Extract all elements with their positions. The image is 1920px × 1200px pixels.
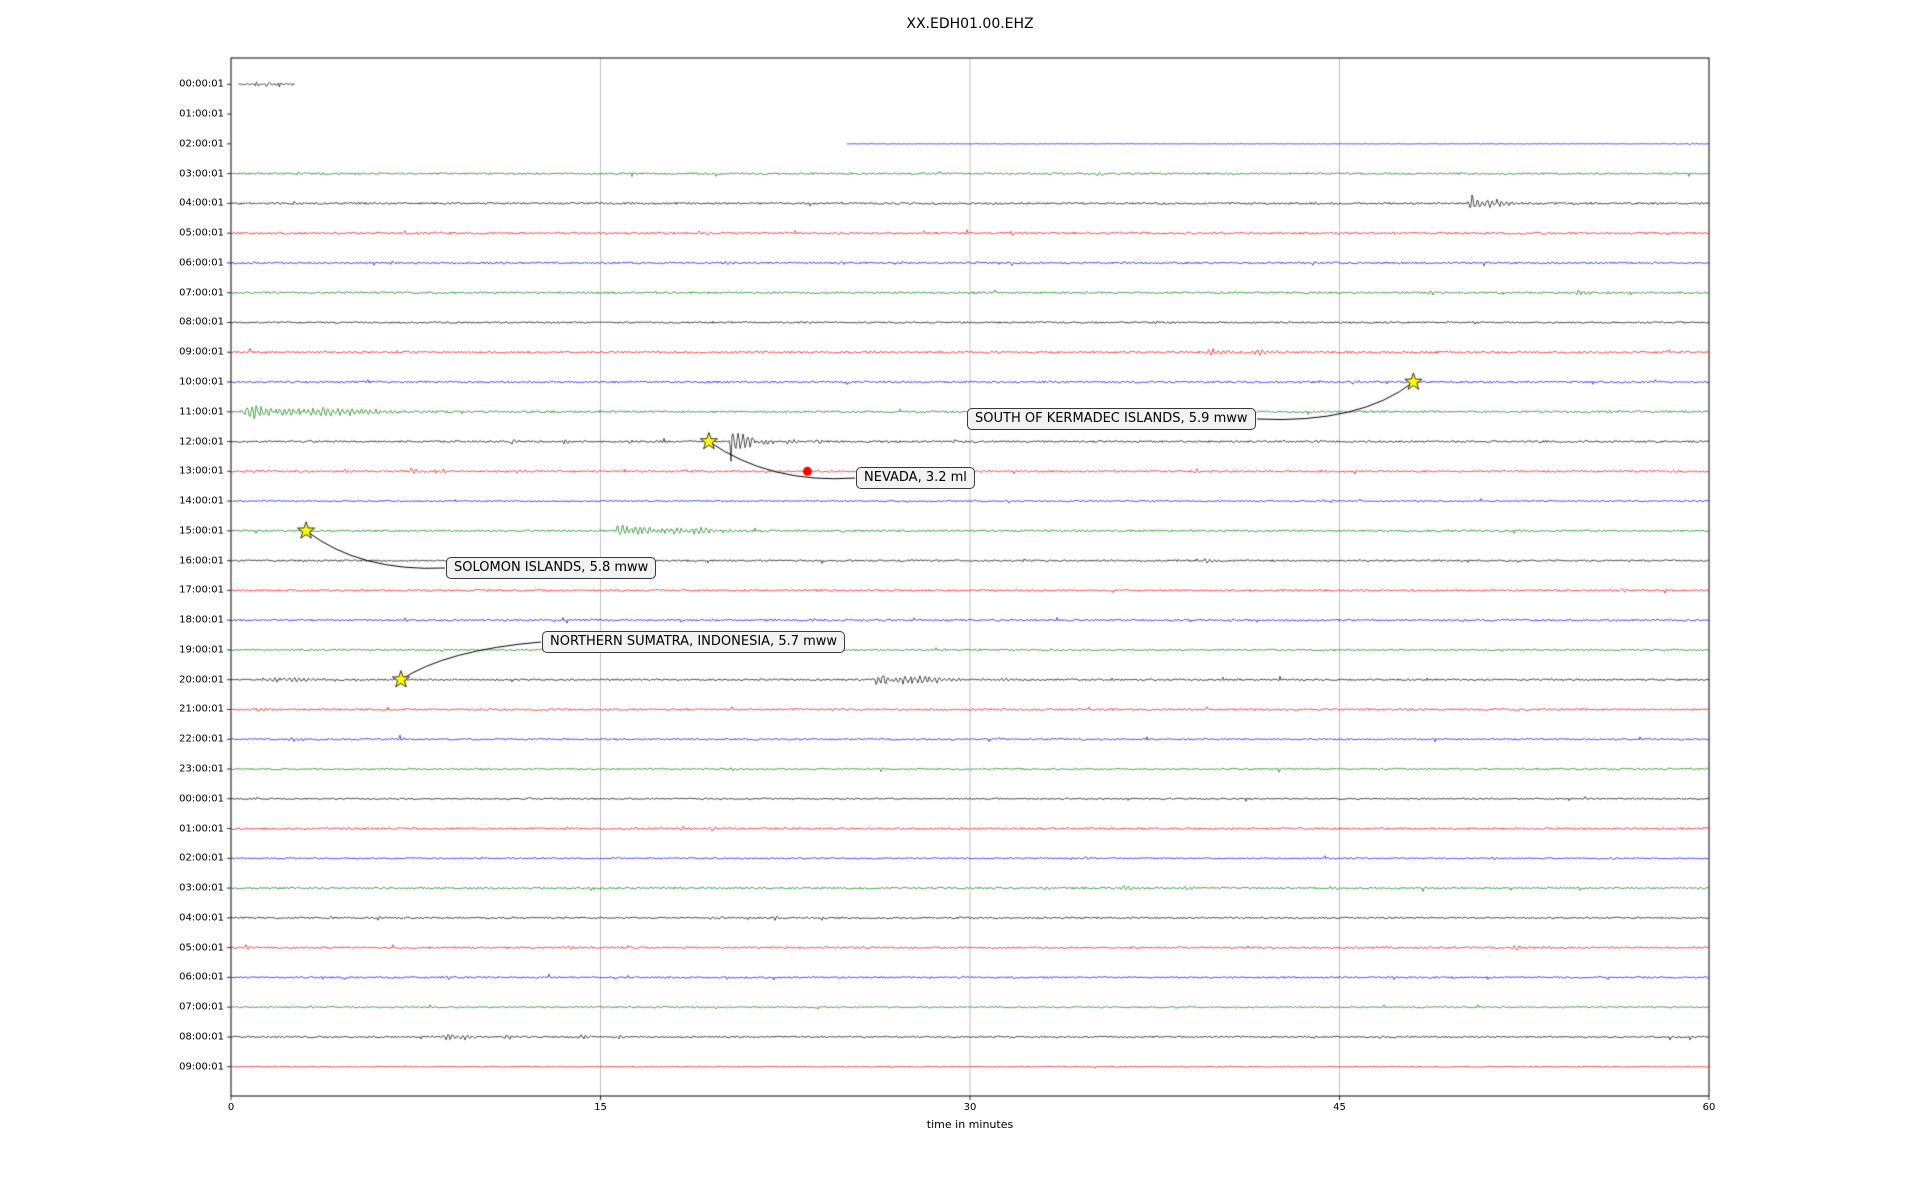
y-axis-label-row-26: 02:00:01 [179, 852, 224, 864]
y-axis-label-row-20: 20:00:01 [179, 674, 224, 686]
y-axis-label-row-4: 04:00:01 [179, 197, 224, 209]
x-tick-label-15: 15 [594, 1102, 607, 1113]
y-axis-label-row-31: 07:00:01 [179, 1001, 224, 1013]
y-axis-label-row-0: 00:00:01 [179, 78, 224, 90]
y-axis-label-row-32: 08:00:01 [179, 1031, 224, 1043]
y-axis-label-row-10: 10:00:01 [179, 376, 224, 388]
event-label-solomon-islands: SOLOMON ISLANDS, 5.8 mww [446, 557, 657, 579]
y-axis-label-row-30: 06:00:01 [179, 971, 224, 983]
chart-title: XX.EDH01.00.EHZ [906, 16, 1034, 32]
y-axis-label-row-16: 16:00:01 [179, 555, 224, 567]
y-axis-label-row-7: 07:00:01 [179, 287, 224, 299]
y-axis-label-row-9: 09:00:01 [179, 346, 224, 358]
y-axis-label-row-28: 04:00:01 [179, 912, 224, 924]
y-axis-label-row-23: 23:00:01 [179, 763, 224, 775]
event-label-south-of-kermadec-islands: SOUTH OF KERMADEC ISLANDS, 5.9 mww [967, 408, 1256, 430]
x-tick-label-60: 60 [1702, 1102, 1716, 1113]
y-axis-label-row-19: 19:00:01 [179, 644, 224, 656]
y-axis-label-row-11: 11:00:01 [179, 406, 224, 418]
y-axis-label-row-14: 14:00:01 [179, 495, 224, 507]
y-axis-label-row-24: 00:00:01 [179, 793, 224, 805]
y-axis-label-row-2: 02:00:01 [179, 138, 224, 150]
y-axis-label-row-29: 05:00:01 [179, 942, 224, 954]
y-axis-label-row-1: 01:00:01 [179, 108, 224, 120]
y-axis-label-row-6: 06:00:01 [179, 257, 224, 269]
y-axis-label-row-5: 05:00:01 [179, 227, 224, 239]
y-axis-label-row-12: 12:00:01 [179, 436, 224, 448]
y-axis-label-row-13: 13:00:01 [179, 465, 224, 477]
x-tick-label-45: 45 [1333, 1102, 1346, 1113]
y-axis-label-row-27: 03:00:01 [179, 882, 224, 894]
y-axis-label-row-25: 01:00:01 [179, 823, 224, 835]
y-axis-label-row-33: 09:00:01 [179, 1061, 224, 1073]
event-label-nevada: NEVADA, 3.2 ml [856, 467, 975, 489]
event-label-northern-sumatra-indonesia: NORTHERN SUMATRA, INDONESIA, 5.7 mww [542, 631, 846, 653]
y-axis-label-row-18: 18:00:01 [179, 614, 224, 626]
x-tick-label-0: 0 [227, 1102, 235, 1113]
x-axis-label: time in minutes [926, 1118, 1014, 1131]
y-axis-label-row-3: 03:00:01 [179, 168, 224, 180]
y-axis-label-row-21: 21:00:01 [179, 703, 224, 715]
y-axis-label-row-22: 22:00:01 [179, 733, 224, 745]
x-tick-label-30: 30 [963, 1102, 977, 1113]
y-axis-label-row-15: 15:00:01 [179, 525, 224, 537]
y-axis-label-row-8: 08:00:01 [179, 316, 224, 328]
y-axis-label-row-17: 17:00:01 [179, 584, 224, 596]
